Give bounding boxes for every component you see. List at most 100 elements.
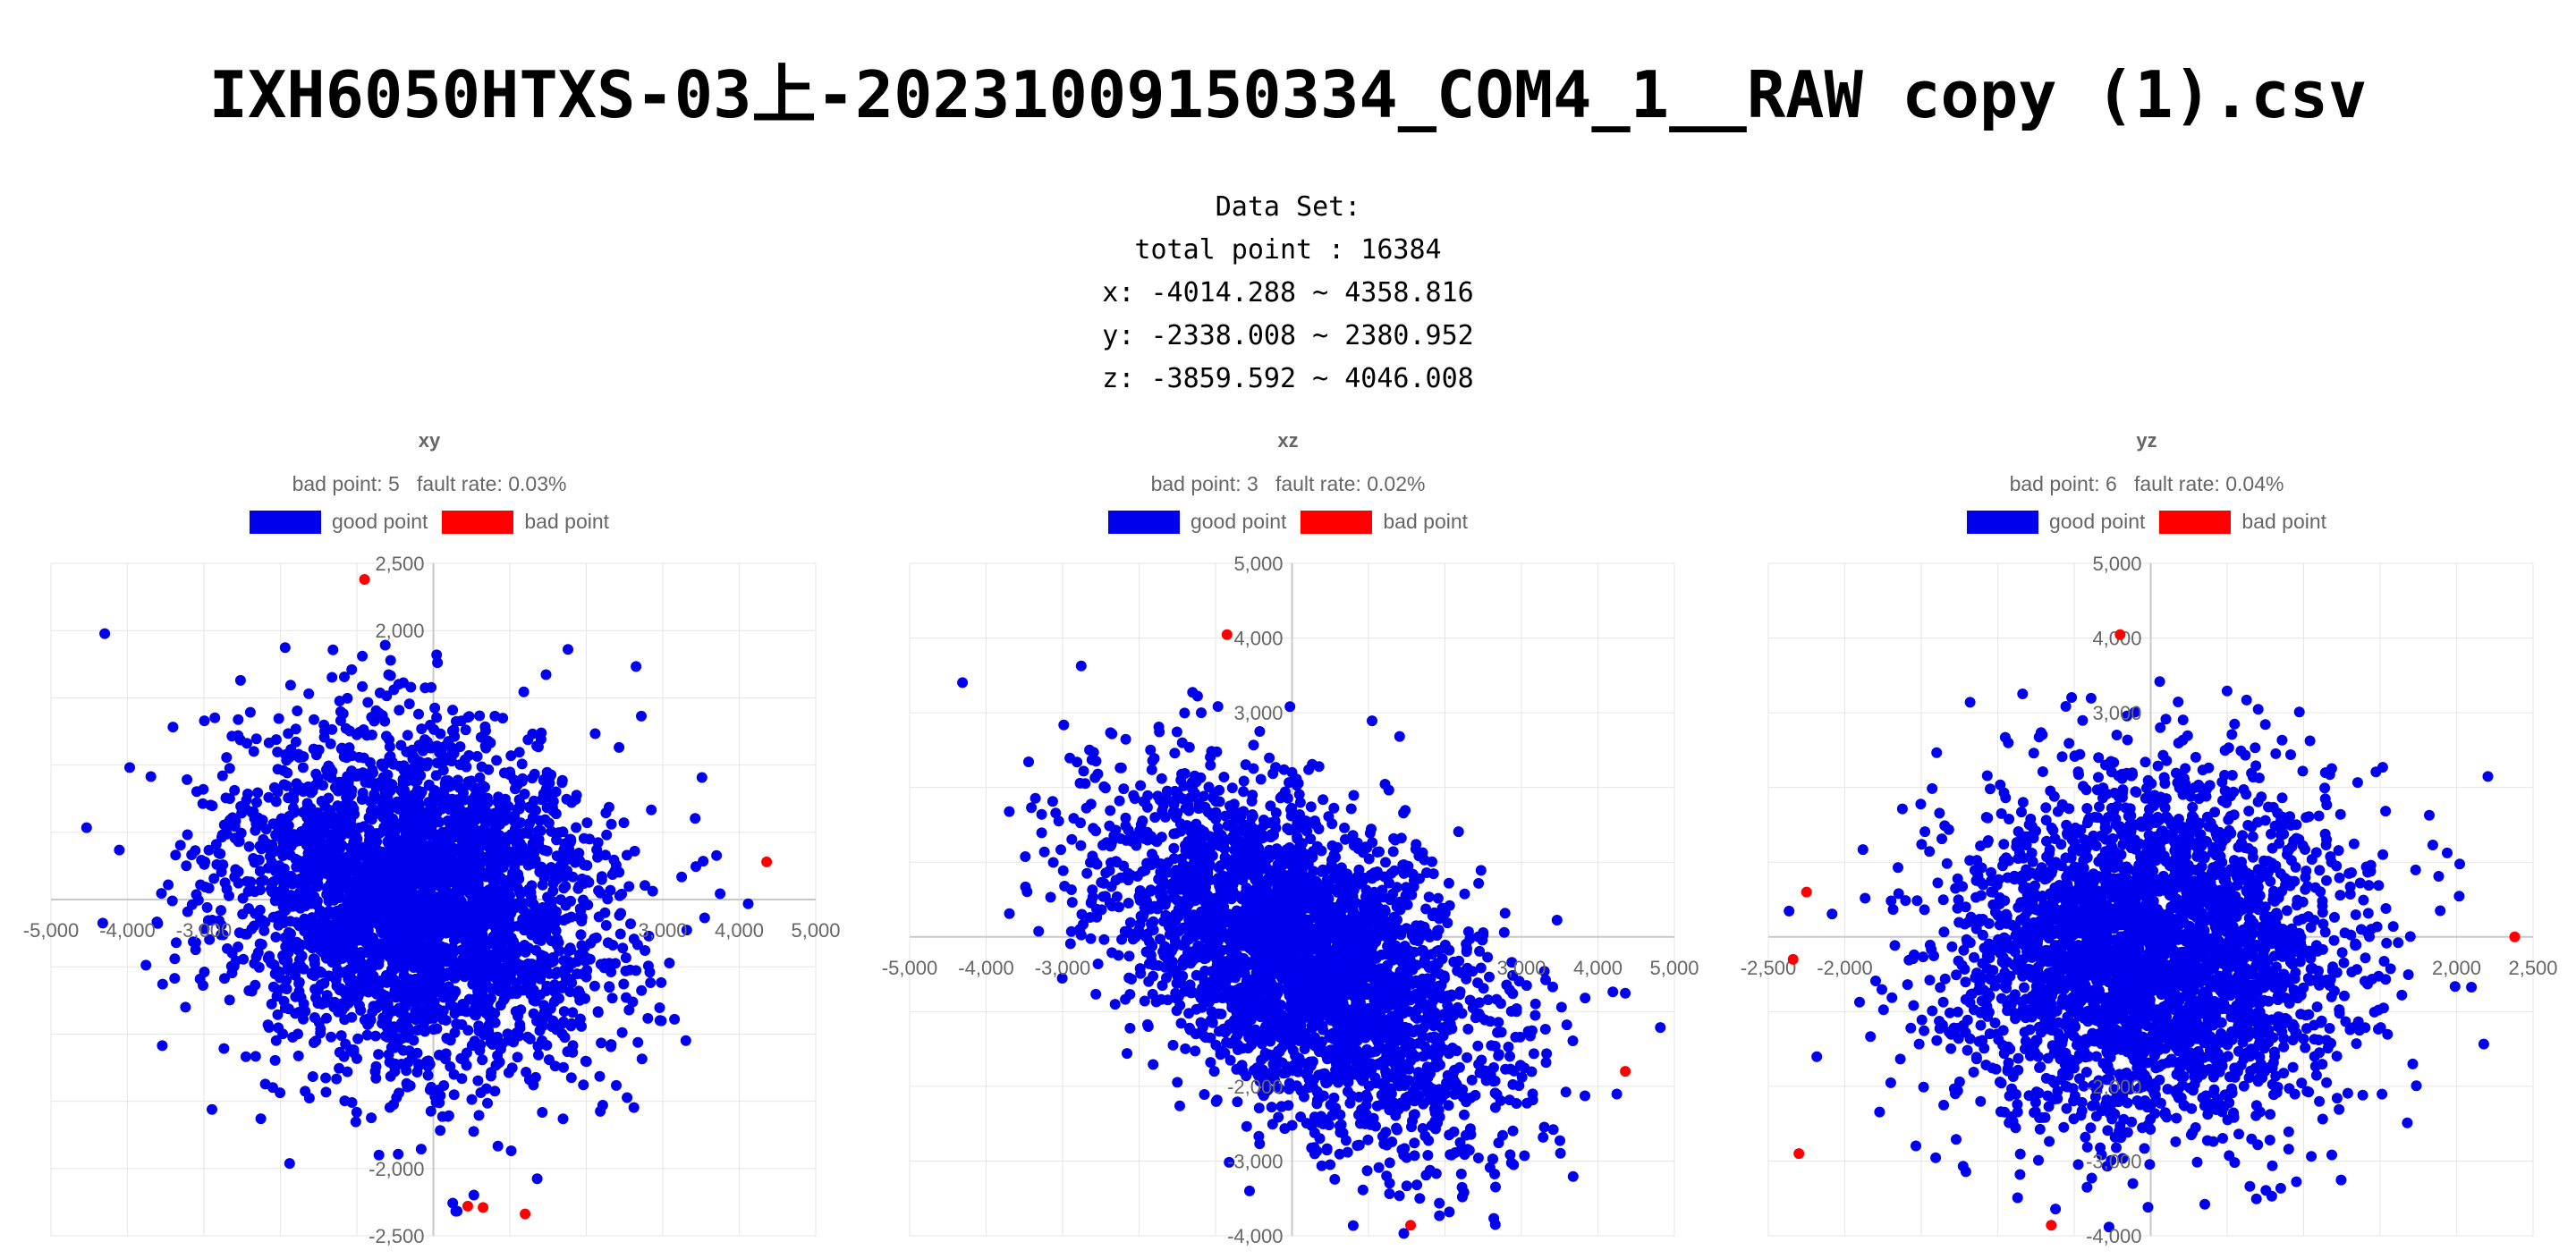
good-point bbox=[538, 774, 549, 786]
bad-point bbox=[478, 1202, 489, 1213]
good-point bbox=[448, 1001, 460, 1013]
good-point bbox=[216, 770, 228, 782]
grid-lines bbox=[50, 562, 817, 1237]
good-point bbox=[321, 883, 333, 893]
good-point bbox=[560, 881, 572, 892]
good-point bbox=[565, 1020, 577, 1032]
good-point bbox=[537, 1107, 548, 1118]
good-point bbox=[436, 921, 447, 932]
good-point bbox=[392, 906, 403, 917]
good-point bbox=[340, 915, 352, 926]
good-point bbox=[281, 780, 292, 791]
good-point bbox=[1347, 1220, 1359, 1231]
good-point bbox=[401, 1065, 412, 1077]
good-point bbox=[529, 768, 540, 780]
good-point bbox=[310, 899, 322, 910]
good-point bbox=[470, 886, 480, 898]
good-point bbox=[326, 1031, 337, 1043]
good-point bbox=[579, 859, 589, 871]
good-point bbox=[305, 787, 317, 798]
good-point bbox=[278, 954, 290, 966]
good-point bbox=[250, 1051, 261, 1062]
legend-item-bad[interactable]: bad point bbox=[1301, 510, 1468, 534]
good-point bbox=[539, 924, 551, 935]
good-point bbox=[266, 957, 277, 968]
good-point bbox=[578, 1079, 589, 1091]
good-point bbox=[355, 947, 367, 958]
good-point bbox=[618, 817, 630, 829]
good-point bbox=[357, 680, 369, 692]
good-point bbox=[271, 991, 283, 1002]
good-point bbox=[243, 841, 255, 852]
good-point bbox=[489, 1086, 501, 1097]
good-point bbox=[218, 1043, 230, 1054]
good-point bbox=[501, 951, 513, 962]
good-point bbox=[1455, 1168, 1467, 1179]
good-point bbox=[1538, 1131, 1549, 1143]
good-point bbox=[398, 897, 410, 908]
good-point bbox=[436, 798, 447, 809]
good-point bbox=[512, 804, 523, 815]
good-point bbox=[466, 1094, 478, 1105]
legend-item-good[interactable]: good point bbox=[249, 510, 428, 534]
good-point bbox=[181, 860, 192, 872]
good-point bbox=[490, 968, 502, 979]
tick-labels: -5,000 -4,000 -3,000 3,000 4,000 5,000-2,500-… bbox=[23, 553, 841, 1247]
good-point bbox=[522, 1031, 533, 1043]
good-point bbox=[307, 1071, 318, 1082]
good-point bbox=[288, 807, 300, 818]
good-point bbox=[632, 1036, 644, 1048]
good-point bbox=[489, 1017, 501, 1028]
good-point bbox=[485, 833, 496, 844]
good-point bbox=[1023, 756, 1034, 767]
good-point bbox=[508, 1036, 520, 1048]
good-point bbox=[199, 967, 210, 977]
good-point bbox=[542, 865, 554, 876]
legend-item-good[interactable]: good point bbox=[1107, 510, 1286, 534]
good-point bbox=[1114, 795, 1125, 807]
good-point bbox=[1484, 971, 1495, 983]
good-point bbox=[516, 841, 528, 852]
good-point bbox=[366, 1112, 377, 1124]
good-point bbox=[600, 807, 612, 819]
good-point bbox=[434, 875, 445, 886]
good-point bbox=[384, 741, 395, 753]
good-point bbox=[1116, 934, 1128, 945]
good-point bbox=[448, 962, 460, 974]
good-point bbox=[323, 760, 335, 772]
good-point bbox=[1075, 660, 1087, 672]
good-point bbox=[441, 1033, 453, 1044]
good-point bbox=[556, 1018, 568, 1029]
good-point bbox=[453, 825, 464, 837]
good-point bbox=[1528, 1048, 1539, 1060]
good-point bbox=[510, 960, 521, 972]
good-point bbox=[318, 719, 330, 731]
good-point bbox=[302, 931, 314, 942]
good-point bbox=[519, 789, 530, 799]
good-point bbox=[226, 731, 238, 742]
good-point bbox=[1085, 933, 1097, 944]
good-point bbox=[547, 806, 559, 816]
good-point bbox=[1078, 765, 1089, 777]
good-point bbox=[446, 725, 458, 737]
good-point bbox=[412, 993, 424, 1003]
good-point bbox=[1208, 1066, 1220, 1077]
legend-item-bad[interactable]: bad point bbox=[442, 510, 609, 534]
x-tick-label: -5,000 bbox=[23, 919, 79, 942]
good-point bbox=[654, 1002, 665, 1013]
good-point bbox=[246, 985, 258, 997]
good-point bbox=[577, 968, 588, 980]
good-point bbox=[547, 912, 559, 924]
good-point bbox=[642, 1012, 654, 1024]
good-point bbox=[442, 1111, 453, 1122]
good-point bbox=[346, 950, 358, 961]
good-point bbox=[589, 933, 600, 944]
good-point bbox=[437, 765, 449, 776]
good-point bbox=[254, 866, 266, 877]
good-point bbox=[581, 817, 593, 829]
good-point bbox=[551, 834, 563, 846]
good-point bbox=[463, 859, 475, 871]
good-point bbox=[345, 814, 357, 825]
good-point bbox=[371, 836, 383, 848]
